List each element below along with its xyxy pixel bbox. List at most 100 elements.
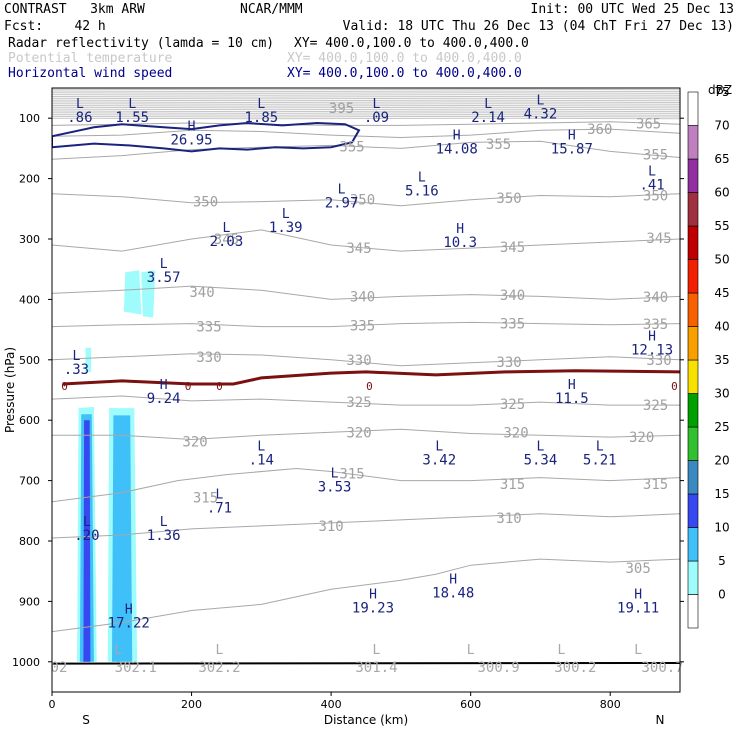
wind-extremum-value: .09 <box>364 110 389 126</box>
wind-extremum-value: 5.16 <box>405 184 439 200</box>
y-tick-label: 700 <box>19 475 40 488</box>
theta-contour <box>52 140 680 160</box>
legend-swatch <box>687 527 699 562</box>
wind-extremum-value: .20 <box>74 528 99 544</box>
wind-extremum-marker: H <box>568 128 576 143</box>
legend-swatch <box>687 460 699 495</box>
wind-extremum-marker: L <box>76 97 84 112</box>
theta-label: 315 <box>500 477 525 493</box>
wind-extremum-marker: L <box>73 349 81 364</box>
legend-level-label: 5 <box>718 554 726 568</box>
wind-extremum-marker: L <box>418 171 426 186</box>
surface-theta-L: L <box>373 643 381 658</box>
surface-theta-label: 300.7 <box>641 660 683 676</box>
surface-theta-label: 302.2 <box>198 660 240 676</box>
y-tick-label: 400 <box>19 293 40 306</box>
theta-strat-line <box>52 104 680 107</box>
wind-extremum-marker: H <box>634 587 642 602</box>
legend-swatch <box>687 91 699 126</box>
y-tick-label: 600 <box>19 414 40 427</box>
theta-strat-line <box>52 88 680 91</box>
legend-swatch <box>687 426 699 461</box>
theta-label: 325 <box>500 397 525 413</box>
theta-label: 320 <box>503 425 528 441</box>
wind-extremum-marker: H <box>449 572 457 587</box>
field-reflectivity-label: Radar reflectivity (lamda = 10 cm) <box>8 36 275 51</box>
wind-extremum-marker: L <box>537 93 545 108</box>
theta-contour <box>52 121 680 126</box>
x-tick-label: 200 <box>181 698 202 711</box>
theta-contour <box>52 229 680 252</box>
wind-extremum-value: 3.57 <box>147 270 181 286</box>
wind-extremum-marker: H <box>125 602 133 617</box>
theta-label: 345 <box>214 232 239 248</box>
jet-wind-contour <box>52 121 361 153</box>
theta-label: 330 <box>346 353 371 369</box>
y-tick-label: 200 <box>19 173 40 186</box>
theta-label: 345 <box>646 231 671 247</box>
wind-extremum-marker: H <box>369 587 377 602</box>
legend-swatch <box>687 393 699 428</box>
field-theta-label: Potential temperature <box>8 51 173 66</box>
y-tick-label: 800 <box>19 535 40 548</box>
wind-extremum-value: 12.13 <box>631 342 673 358</box>
theta-contour <box>52 285 680 300</box>
y-tick-label: 900 <box>19 595 40 608</box>
theta-label: 320 <box>182 434 207 450</box>
legend-swatch <box>687 326 699 361</box>
theta-strat-line <box>52 114 680 116</box>
surface-theta-L: L <box>634 643 642 658</box>
zero-contour-label: 0 <box>366 380 373 393</box>
plot-frame <box>51 87 681 693</box>
y-axis-label: Pressure (hPa) <box>3 347 17 433</box>
legend-swatch <box>687 192 699 227</box>
legend-swatch <box>687 225 699 260</box>
theta-contour <box>52 467 680 503</box>
wind-extremum-marker: L <box>537 439 545 454</box>
wind-extremum-marker: H <box>188 119 196 134</box>
wind-extremum-value: 1.36 <box>147 528 181 544</box>
reflectivity-cell <box>123 270 142 315</box>
wind-extremum-value: 4.32 <box>524 106 558 122</box>
theta-contour <box>52 193 680 207</box>
theta-strat-line <box>52 103 680 105</box>
wind-extremum-value: 19.11 <box>617 600 659 616</box>
header-forecast: Fcst: 42 h <box>4 19 106 34</box>
x-tick-label: 600 <box>460 698 481 711</box>
theta-label: 320 <box>629 430 654 446</box>
zero-contour-label: 0 <box>216 380 223 393</box>
surface-theta-label: 301.4 <box>355 660 397 676</box>
wind-extremum-value: 9.24 <box>147 391 181 407</box>
theta-strat-line <box>52 97 680 100</box>
wind-extremum-marker: L <box>83 515 91 530</box>
wind-extremum-value: 15.87 <box>551 141 593 157</box>
theta-label: 315 <box>339 466 364 482</box>
wind-extremum-marker: L <box>331 467 339 482</box>
wind-extremum-value: 1.55 <box>115 110 149 126</box>
theta-strat-line <box>52 99 680 102</box>
theta-strat-line <box>52 92 680 94</box>
wind-extremum-value: 19.23 <box>352 600 394 616</box>
wind-extremum-value: 26.95 <box>170 132 212 148</box>
wind-extremum-marker: L <box>282 207 290 222</box>
wind-extremum-value: 3.42 <box>422 452 456 468</box>
theta-strat-line <box>52 112 680 114</box>
zero-contour-label: 0 <box>61 380 68 393</box>
surface-theta-L: L <box>216 643 224 658</box>
wind-extremum-marker: L <box>435 439 443 454</box>
legend-level-label: 10 <box>714 521 729 535</box>
wind-extremum-value: 17.22 <box>108 615 150 631</box>
y-tick-label: 300 <box>19 233 40 246</box>
theta-contour <box>52 353 680 367</box>
legend-level-label: 25 <box>714 420 729 434</box>
reflectivity-cell <box>141 270 156 318</box>
wind-extremum-marker: H <box>456 222 464 237</box>
theta-label: 340 <box>189 285 214 301</box>
wind-extremum-marker: L <box>648 165 656 180</box>
field-theta-xy: XY= 400.0,100.0 to 400.0,400.0 <box>287 51 522 66</box>
theta-label: 350 <box>350 193 375 209</box>
theta-contour <box>52 321 680 328</box>
theta-label: 340 <box>643 290 668 306</box>
wind-extremum-value: 10.3 <box>443 235 477 251</box>
